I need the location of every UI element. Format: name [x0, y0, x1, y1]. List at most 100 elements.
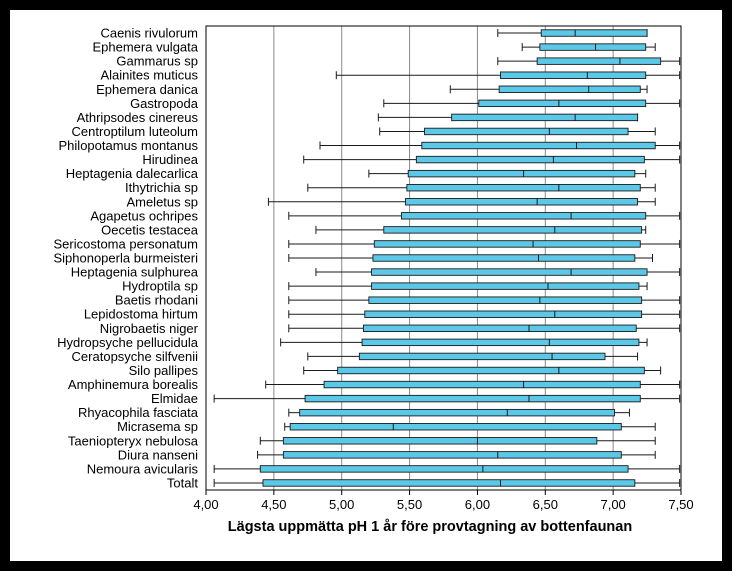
category-label: Philopotamus montanus [59, 138, 199, 153]
x-tick-label: 5,00 [329, 497, 354, 512]
box-plot-row [368, 169, 647, 178]
box-plot-row [319, 141, 681, 150]
x-tick-label: 6,00 [465, 497, 490, 512]
iqr-box [478, 99, 647, 108]
box-plot-row [315, 225, 647, 234]
iqr-box [500, 71, 647, 79]
chart-frame: Caenis rivulorum Ephemera vulgata Gammarus… [10, 10, 722, 561]
box-plot-row [259, 436, 656, 445]
box-plot-row [280, 338, 648, 347]
category-label: Alainites muticus [100, 68, 198, 83]
iqr-box [405, 198, 639, 206]
x-axis-ticks: 4,00 4,50 5,00 5,50 6,00 6,50 7,00 7,50 [193, 490, 694, 512]
iqr-box [323, 380, 641, 389]
category-label: Diura nanseni [118, 447, 198, 462]
iqr-box [289, 423, 622, 431]
x-tick-label: 7,50 [668, 497, 693, 512]
box-plot-row [288, 211, 681, 220]
box-plot-row [213, 464, 681, 473]
box-plot-row [307, 352, 639, 361]
plot-area [205, 25, 682, 491]
category-label: Totalt [167, 475, 198, 490]
category-label: Baetis rhodani [115, 293, 198, 308]
x-tick-label: 5,50 [397, 497, 422, 512]
iqr-box [451, 113, 639, 122]
iqr-box [424, 127, 629, 136]
category-label: Hydropsyche pellucidula [57, 335, 199, 350]
iqr-box [361, 338, 640, 347]
box-plot-row [379, 127, 656, 136]
iqr-box [539, 43, 647, 51]
iqr-box [362, 324, 637, 333]
iqr-box [407, 169, 636, 178]
x-axis-title: Lägsta uppmätta pH 1 år före provtagning… [228, 519, 632, 535]
category-label: Ephemera danica [96, 82, 199, 97]
category-label: Nemoura avicularis [87, 461, 199, 476]
x-tick-label: 4,50 [261, 497, 286, 512]
box-plot-row [288, 282, 648, 291]
iqr-box [358, 352, 606, 361]
iqr-box [368, 296, 643, 304]
iqr-box [400, 212, 647, 220]
category-label: Amphinemura borealis [68, 377, 199, 392]
category-label: Centroptilum luteolum [72, 124, 198, 139]
category-label: Taeniopteryx nebulosa [68, 433, 199, 448]
box-plot-row [288, 239, 681, 248]
box-plot-row [307, 183, 656, 192]
box-plot-row [213, 394, 681, 403]
iqr-box [373, 240, 641, 248]
category-label: Ameletus sp [126, 194, 198, 209]
iqr-box [337, 366, 645, 375]
box-plot-row [288, 324, 681, 333]
box-plot-row [383, 99, 681, 108]
category-label: Ceratopsyche silfvenii [72, 349, 199, 364]
box-plot-row [315, 268, 681, 277]
category-label: Ephemera vulgata [92, 40, 198, 55]
iqr-box [406, 183, 641, 192]
iqr-box [540, 29, 648, 37]
box-plot-row [284, 422, 656, 431]
category-label: Sericostoma personatum [53, 236, 198, 251]
category-label: Elmidae [151, 391, 198, 406]
category-label: Gammarus sp [116, 54, 198, 69]
iqr-box [262, 479, 636, 487]
box-plot-row [288, 296, 681, 305]
iqr-box [364, 310, 643, 318]
box-plot-row [497, 29, 648, 38]
category-label: Athripsodes cinereus [77, 110, 199, 125]
iqr-box [383, 226, 643, 234]
iqr-box [259, 465, 629, 473]
iqr-box [498, 85, 641, 93]
category-label: Heptagenia dalecarlica [66, 166, 199, 181]
category-label: Siphonoperla burmeisteri [53, 251, 198, 266]
category-label: Caenis rivulorum [100, 26, 198, 41]
box-plot-row [265, 380, 681, 389]
x-tick-label: 7,00 [600, 497, 625, 512]
iqr-box [282, 437, 598, 445]
box-plot-row [257, 450, 656, 459]
x-tick-label: 4,00 [193, 497, 218, 512]
box-plot-row [521, 43, 656, 52]
category-label: Ithytrichia sp [125, 180, 198, 195]
box-series [213, 29, 681, 487]
category-label: Oecetis testacea [101, 222, 199, 237]
category-label: Rhyacophila fasciata [78, 405, 199, 420]
iqr-box [372, 254, 636, 262]
box-plot-row [335, 71, 681, 80]
category-label: Hirudinea [142, 152, 198, 167]
box-plot-row [288, 310, 681, 319]
box-plot-row [303, 366, 662, 375]
category-label: Hydroptila sp [122, 279, 198, 294]
category-label: Gastropoda [130, 96, 199, 111]
box-plot-row [267, 197, 656, 206]
category-label: Nigrobaetis niger [100, 321, 199, 336]
x-tick-label: 6,50 [533, 497, 558, 512]
category-label: Silo pallipes [129, 363, 199, 378]
iqr-box [282, 451, 622, 459]
category-label: Heptagenia sulphurea [71, 265, 199, 280]
box-plot-row [449, 85, 648, 94]
category-label: Micrasema sp [117, 419, 198, 434]
box-plot-row [288, 408, 630, 417]
